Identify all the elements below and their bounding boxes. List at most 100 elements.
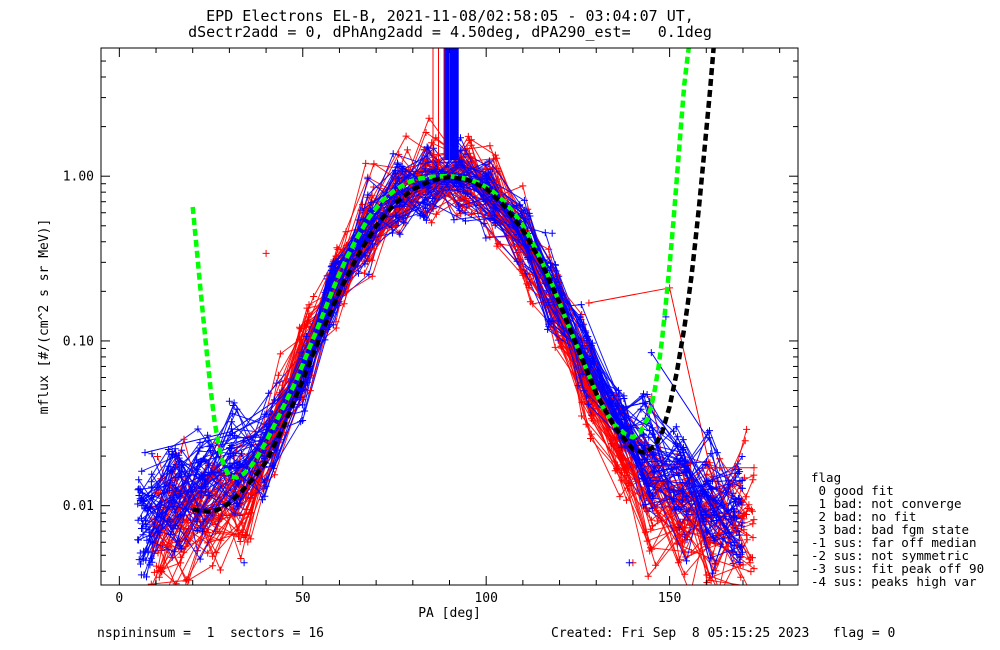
red-point: [204, 529, 212, 536]
red-point: [647, 525, 655, 533]
blue-point: [175, 538, 183, 545]
blue-point: [148, 450, 156, 458]
title-line-1: EPD Electrons EL-B, 2021-11-08/02:58:05 …: [206, 7, 694, 25]
red-point: [644, 572, 652, 580]
blue-point: [178, 468, 186, 476]
blue-outlier-point: [225, 397, 233, 405]
blue-point: [171, 548, 179, 556]
red-point: [247, 535, 255, 543]
red-point: [750, 565, 758, 573]
blue-point: [400, 218, 408, 226]
blue-point: [480, 220, 488, 228]
red-point: [519, 248, 527, 256]
blue-point: [646, 489, 654, 497]
red-point: [237, 555, 245, 562]
blue-point: [259, 496, 266, 504]
blue-point: [194, 425, 202, 433]
blue-point: [577, 301, 585, 309]
blue-point: [462, 217, 469, 225]
flag-legend-item: 2 bad: no fit: [811, 509, 917, 524]
blue-point: [645, 433, 653, 441]
blue-outlier-point: [625, 559, 633, 567]
blue-point: [526, 212, 534, 220]
blue-point: [710, 536, 718, 544]
red-point: [741, 437, 749, 445]
blue-point: [177, 490, 184, 497]
blue-point: [549, 317, 557, 325]
red-point: [623, 496, 630, 504]
flag-legend-header: flag: [811, 470, 842, 485]
blue-point: [707, 450, 715, 458]
blue-point: [455, 158, 463, 166]
blue-point: [331, 260, 339, 268]
red-point: [159, 598, 166, 605]
blue-point: [303, 332, 310, 340]
blue-point: [134, 500, 142, 508]
blue-point: [584, 400, 592, 408]
red-point: [715, 587, 722, 594]
blue-spike: [444, 48, 459, 161]
blue-point: [678, 496, 686, 504]
blue-point: [704, 477, 712, 485]
blue-point: [456, 207, 464, 215]
blue-point: [709, 569, 716, 577]
red-point: [464, 132, 472, 140]
blue-outlier-trace: [650, 352, 718, 453]
red-point: [652, 561, 660, 569]
x-tick-label: 50: [295, 591, 311, 606]
x-tick-label: 100: [474, 591, 497, 606]
red-point: [370, 245, 378, 253]
blue-trace: [141, 178, 735, 547]
red-point: [744, 505, 752, 512]
blue-point: [730, 542, 738, 550]
blue-point: [670, 494, 678, 502]
footer-right: Created: Fri Sep 8 05:15:25 2023 flag = …: [551, 626, 896, 641]
blue-point: [520, 196, 528, 204]
blue-point: [460, 181, 468, 189]
red-trace: [162, 166, 750, 564]
blue-point: [206, 492, 214, 500]
red-point: [743, 425, 751, 433]
blue-point: [641, 455, 648, 463]
blue-point: [422, 216, 430, 224]
blue-point: [197, 457, 205, 465]
blue-point: [226, 462, 234, 470]
blue-point: [177, 545, 185, 553]
blue-point: [645, 482, 653, 490]
blue-point: [423, 143, 431, 151]
red-point: [558, 343, 566, 351]
red-point: [368, 256, 376, 264]
blue-point: [389, 229, 396, 237]
blue-point: [361, 260, 369, 268]
red-point: [391, 222, 399, 230]
red-point: [486, 142, 494, 150]
blue-point: [195, 447, 203, 455]
blue-point: [731, 495, 739, 503]
blue-point: [361, 252, 369, 260]
red-point: [745, 501, 753, 509]
red-point: [748, 507, 756, 515]
blue-point: [650, 450, 658, 458]
y-tick-label: 0.01: [63, 499, 94, 514]
footer-left: nspininsum = 1 sectors = 16: [97, 626, 324, 641]
blue-point: [399, 167, 407, 175]
red-point: [403, 146, 411, 154]
blue-point: [143, 536, 151, 544]
blue-point: [737, 498, 745, 506]
blue-point: [701, 490, 709, 498]
red-point: [428, 219, 436, 227]
blue-point: [706, 427, 713, 435]
blue-point: [485, 157, 493, 165]
blue-point: [425, 188, 433, 196]
blue-point: [148, 558, 156, 566]
red-point: [749, 520, 757, 528]
blue-point: [734, 527, 742, 535]
blue-point: [430, 144, 438, 152]
red-point: [717, 590, 724, 597]
y-axis-label: mflux [#/(cm^2 s sr MeV)]: [37, 219, 52, 415]
blue-point: [392, 184, 399, 192]
red-point: [216, 566, 224, 574]
axes-layer: 0 50 100 150 0.01 0.10 1.00 PA [deg] mflux [#/(c…: [37, 47, 799, 621]
blue-point: [620, 416, 628, 423]
red-trace: [154, 168, 748, 585]
